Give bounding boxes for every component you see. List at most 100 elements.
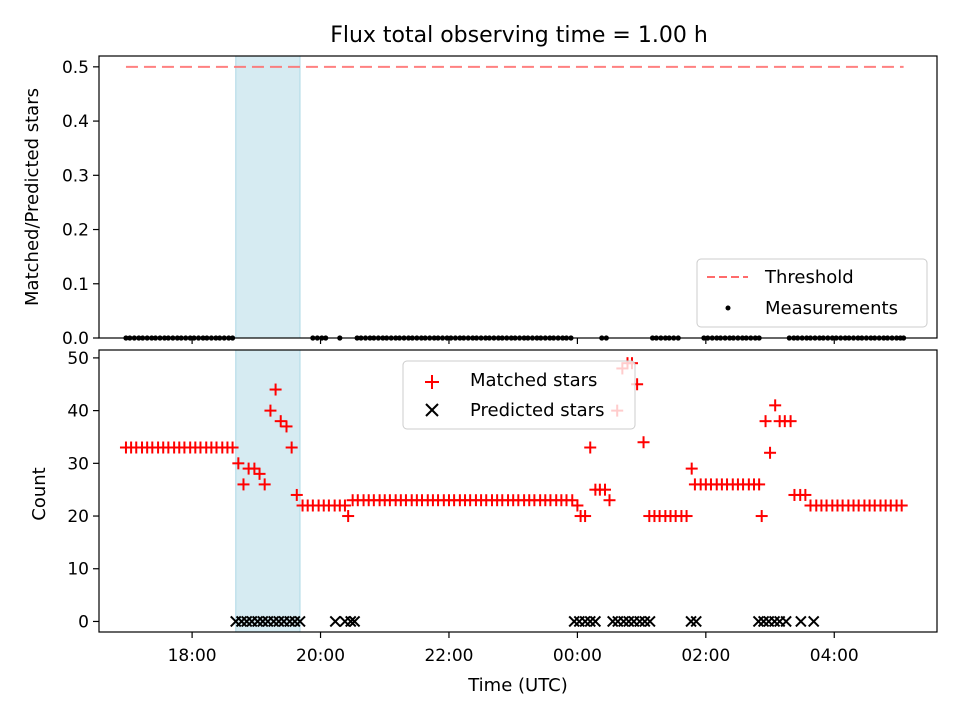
y-tick-label: 20 bbox=[67, 507, 89, 527]
top-highlight-span bbox=[235, 55, 301, 339]
predicted-star-point bbox=[639, 615, 651, 628]
matched-star-point bbox=[895, 499, 908, 512]
matched-star-point bbox=[269, 383, 282, 396]
top-legend-box bbox=[696, 258, 928, 328]
y-tick-label: 0.4 bbox=[62, 112, 89, 132]
matched-star-point bbox=[226, 441, 239, 454]
top-legend: Threshold Measurements bbox=[696, 258, 928, 328]
predicted-star-point bbox=[617, 615, 630, 628]
legend-matched-swatch bbox=[425, 375, 439, 389]
y-tick-label: 0 bbox=[78, 612, 89, 632]
legend-matched-label: Matched stars bbox=[470, 370, 597, 391]
y-tick-label: 0.0 bbox=[62, 329, 89, 349]
y-tick-label: 0.3 bbox=[62, 166, 89, 186]
matched-star-point bbox=[342, 510, 355, 523]
count-series bbox=[119, 357, 908, 628]
matched-star-point bbox=[579, 510, 592, 523]
matched-star-point bbox=[232, 457, 245, 470]
predicted-star-point bbox=[284, 615, 296, 628]
matched-star-point bbox=[584, 441, 597, 454]
matched-star-point bbox=[248, 462, 261, 475]
bottom-plot-frame bbox=[98, 349, 938, 633]
matched-star-point bbox=[571, 499, 584, 512]
y-tick-label: 30 bbox=[67, 454, 89, 474]
predicted-star-point bbox=[685, 615, 697, 628]
matched-star-point bbox=[253, 467, 266, 480]
predicted-star-point bbox=[768, 615, 781, 628]
top-y-axis: 0.0 0.1 0.2 0.3 0.4 0.5 bbox=[62, 58, 99, 349]
x-axis-label: Time (UTC) bbox=[467, 675, 568, 696]
matched-star-point bbox=[237, 478, 250, 491]
predicted-star-point bbox=[257, 615, 269, 628]
predicted-star-point bbox=[752, 615, 765, 628]
legend-predicted-label: Predicted stars bbox=[470, 400, 604, 421]
matched-star-point bbox=[338, 499, 351, 512]
matched-star-point bbox=[753, 478, 766, 491]
matched-star-point bbox=[274, 415, 287, 428]
predicted-star-point bbox=[294, 615, 306, 628]
predicted-star-point bbox=[607, 615, 619, 628]
matched-star-point bbox=[784, 415, 797, 428]
y-tick-label: 0.1 bbox=[62, 275, 89, 295]
predicted-star-point bbox=[251, 615, 264, 628]
matched-star-point bbox=[599, 483, 612, 496]
predicted-star-point bbox=[584, 615, 596, 628]
matched-star-point bbox=[764, 446, 777, 459]
predicted-star-point bbox=[345, 615, 357, 628]
x-tick-label: 00:00 bbox=[553, 646, 602, 666]
y-tick-label: 10 bbox=[67, 560, 89, 580]
bottom-highlight-span bbox=[235, 349, 301, 633]
predicted-star-point bbox=[273, 615, 285, 628]
bottom-y-axis: 0 10 20 30 40 50 bbox=[67, 349, 99, 632]
legend-measurements-label: Measurements bbox=[765, 298, 898, 319]
predicted-star-point bbox=[240, 615, 253, 628]
x-tick-label: 22:00 bbox=[424, 646, 473, 666]
bottom-y-label: Count bbox=[29, 467, 50, 520]
predicted-star-point bbox=[568, 615, 580, 628]
bottom-legend: Matched stars Predicted stars bbox=[402, 360, 636, 430]
x-tick-label: 20:00 bbox=[296, 646, 345, 666]
predicted-star-point bbox=[633, 615, 646, 628]
predicted-star-point bbox=[348, 615, 361, 628]
predicted-star-point bbox=[780, 615, 792, 628]
predicted-star-point bbox=[589, 615, 602, 628]
matched-star-point bbox=[285, 441, 298, 454]
matched-star-point bbox=[290, 488, 303, 501]
matched-star-point bbox=[759, 415, 772, 428]
matched-star-point bbox=[799, 488, 812, 501]
matched-star-point bbox=[258, 478, 271, 491]
matched-star-point bbox=[264, 404, 277, 417]
matched-star-point bbox=[603, 494, 616, 507]
predicted-star-point bbox=[267, 615, 280, 628]
y-tick-label: 40 bbox=[67, 402, 89, 422]
predicted-star-point bbox=[644, 615, 656, 628]
predicted-star-point bbox=[623, 615, 635, 628]
x-axis: 18:00 20:00 22:00 00:00 02:00 04:00 bbox=[168, 338, 859, 666]
predicted-star-point bbox=[757, 615, 770, 628]
matched-star-point bbox=[685, 462, 698, 475]
predicted-star-point bbox=[289, 615, 301, 628]
predicted-star-point bbox=[795, 615, 807, 628]
x-tick-label: 18:00 bbox=[168, 646, 217, 666]
legend-measurements-swatch bbox=[725, 305, 731, 311]
y-tick-label: 50 bbox=[67, 349, 89, 369]
legend-predicted-swatch bbox=[425, 403, 439, 417]
x-tick-label: 02:00 bbox=[681, 646, 730, 666]
y-tick-label: 0.2 bbox=[62, 221, 89, 241]
predicted-star-point bbox=[235, 615, 248, 628]
matched-star-point bbox=[769, 399, 782, 412]
y-tick-label: 0.5 bbox=[62, 58, 89, 78]
predicted-star-point bbox=[329, 615, 342, 628]
matched-star-point bbox=[637, 436, 650, 449]
predicted-star-point bbox=[690, 615, 702, 628]
matched-star-point bbox=[755, 510, 768, 523]
predicted-star-point bbox=[808, 615, 820, 628]
chart-title: Flux total observing time = 1.00 h bbox=[330, 23, 708, 48]
bottom-legend-box bbox=[402, 360, 636, 430]
predicted-star-point bbox=[579, 615, 591, 628]
legend-threshold-label: Threshold bbox=[764, 267, 854, 288]
matched-star-point bbox=[280, 420, 293, 433]
matched-star-point bbox=[566, 494, 579, 507]
top-plot-frame bbox=[98, 55, 938, 339]
